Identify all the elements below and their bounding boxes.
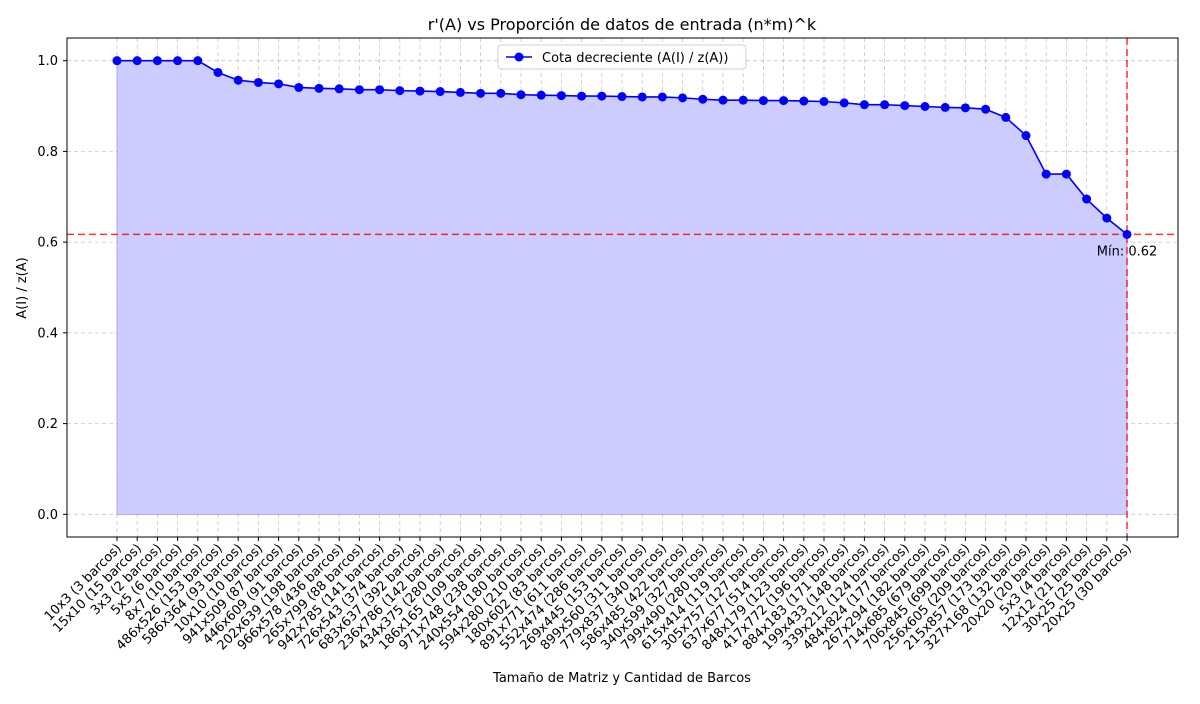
data-point [960,103,970,113]
data-point [496,88,506,98]
data-point [395,86,405,96]
chart-title: r'(A) vs Proporción de datos de entrada … [428,15,817,34]
data-point [839,98,849,108]
data-point [799,96,809,106]
area-under-curve [116,60,1128,515]
data-point [1021,131,1031,141]
reference-lines [67,38,1178,537]
series [112,56,1132,239]
data-point [476,88,486,98]
data-point [920,101,930,111]
data-point [354,85,364,95]
x-axis-label: Tamaño de Matriz y Cantidad de Barcos [492,671,751,686]
data-point [455,87,465,97]
data-point [213,67,223,77]
data-point [657,92,667,102]
data-point [718,95,728,105]
data-point [1041,169,1051,179]
data-point [1001,112,1011,122]
min-annotation: Mín: 0.62 [1097,244,1158,259]
data-point [375,85,385,95]
data-point [274,79,284,89]
y-tick-label: 0.2 [37,417,58,432]
data-point [132,56,142,66]
data-point [617,92,627,102]
data-point [173,56,183,66]
data-point [758,96,768,106]
data-point [112,56,122,66]
data-point [556,91,566,101]
data-point [1122,229,1132,239]
y-tick-label: 0.4 [37,326,58,341]
data-point [435,87,445,97]
data-point [1061,169,1071,179]
area-fill [116,60,1128,515]
legend-label: Cota decreciente (A(I) / z(A)) [542,51,728,66]
data-point [597,91,607,101]
data-point [1102,213,1112,223]
data-point [1082,194,1092,204]
data-point [637,92,647,102]
data-point [880,100,890,110]
data-point [193,56,203,66]
data-point [859,100,869,110]
data-point [698,94,708,104]
data-point [779,96,789,106]
data-point [940,102,950,112]
y-tick-label: 0.6 [37,236,58,251]
y-tick-label: 1.0 [37,54,58,69]
y-tick-label: 0.0 [37,508,58,523]
y-tick-label: 0.8 [37,145,58,160]
legend: Cota decreciente (A(I) / z(A)) [497,44,747,70]
y-axis-label: A(I) / z(A) [15,257,30,318]
data-point [233,75,243,85]
x-axis: 10x3 (3 barcos)15x10 (15 barcos)3x3 (2 b… [42,537,1135,653]
data-point [415,86,425,96]
data-point [738,95,748,105]
data-point [253,77,263,87]
data-point [577,91,587,101]
data-point [314,83,324,93]
data-point [516,90,526,100]
data-point [152,56,162,66]
data-point [294,82,304,92]
data-point [678,93,688,103]
y-axis: 0.0 0.2 0.4 0.6 0.8 1.0 [37,54,67,523]
data-point [981,104,991,114]
data-point [536,90,546,100]
data-point [900,101,910,111]
data-point [334,84,344,94]
data-point [819,97,829,107]
legend-marker [514,52,524,62]
legend-box [497,44,747,70]
